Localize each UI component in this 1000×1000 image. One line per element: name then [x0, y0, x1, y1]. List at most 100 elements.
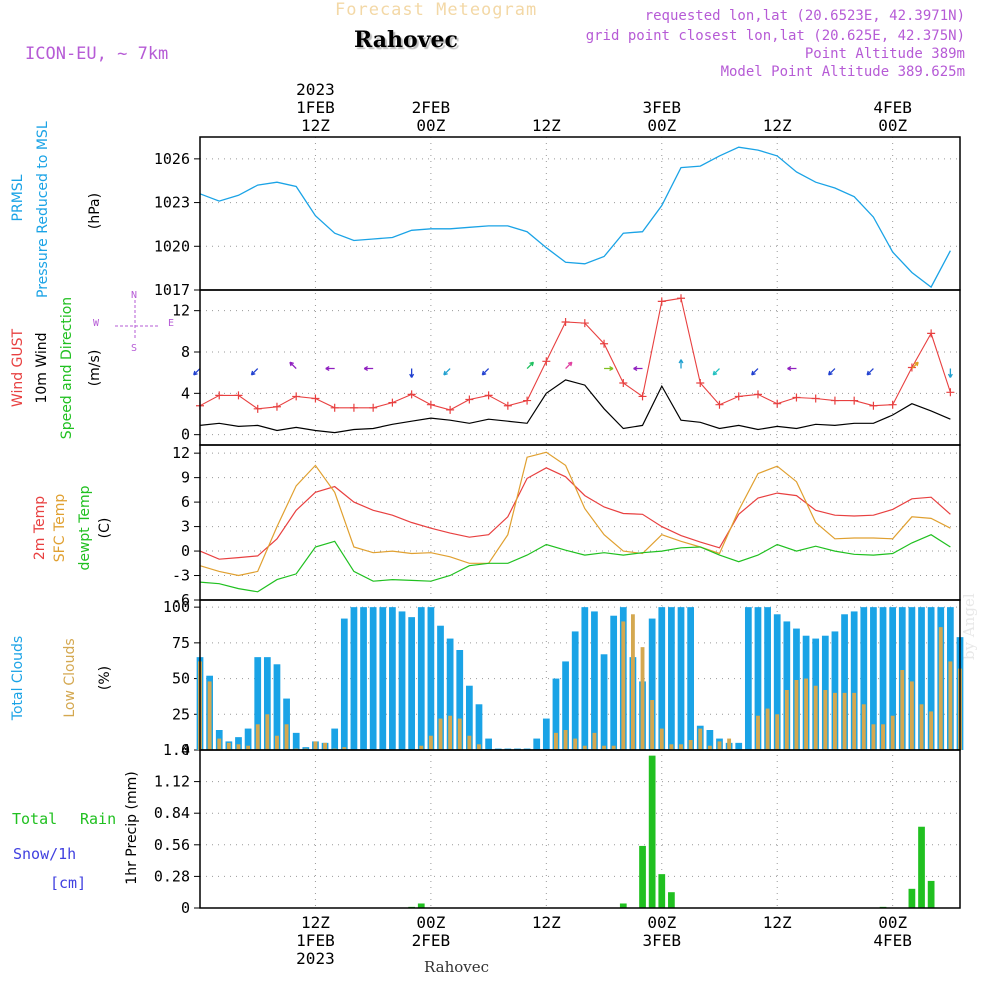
- y-tick-label: 4: [181, 384, 190, 402]
- gust-marker: [253, 404, 262, 413]
- low-cloud-bar: [592, 732, 597, 750]
- gust-marker: [465, 395, 474, 404]
- y-tick-label: 6: [181, 493, 190, 511]
- total-cloud-bar: [475, 704, 483, 750]
- y-tick-label: 0.28: [154, 867, 190, 885]
- wind-direction-arrow: [633, 366, 643, 372]
- total-cloud-bar: [706, 730, 714, 750]
- y-tick-label: 0.56: [154, 836, 190, 854]
- total-cloud-bar: [610, 615, 618, 750]
- top-time-label: 1FEB: [296, 98, 335, 117]
- y-tick-label: 75: [172, 634, 190, 652]
- low-cloud-bar: [842, 692, 847, 750]
- requested-coordinates: requested lon,lat (20.6523E, 42.3971N): [644, 8, 965, 24]
- grid-point-coordinates: grid point closest lon,lat (20.625E, 42.…: [585, 28, 965, 44]
- wind-direction-arrow: [443, 368, 451, 376]
- low-cloud-bar: [457, 718, 462, 750]
- total-cloud-bar: [764, 607, 771, 750]
- total-cloud-bar: [581, 607, 589, 750]
- low-cloud-bar: [852, 692, 857, 750]
- gust-marker: [888, 400, 897, 409]
- low-cloud-bar: [919, 704, 924, 750]
- low-cloud-bar: [323, 742, 327, 750]
- total-cloud-bar: [466, 685, 473, 750]
- y-tick-label: 0: [181, 426, 190, 444]
- rain-bar: [918, 826, 925, 908]
- y-tick-label: 100: [163, 598, 190, 616]
- low-cloud-bar: [707, 745, 712, 750]
- low-cloud-bar: [236, 744, 241, 750]
- total-cloud-bar: [841, 614, 848, 750]
- low-cloud-bar: [438, 718, 443, 750]
- gust-marker: [811, 394, 820, 403]
- bottom-time-label: 4FEB: [873, 931, 912, 950]
- top-time-label: 00Z: [878, 116, 907, 135]
- total-cloud-bar: [485, 738, 492, 750]
- total-cloud-bar: [350, 607, 358, 750]
- total-cloud-bar: [677, 607, 685, 750]
- total-cloud-bar: [331, 728, 339, 750]
- dewpoint-line: [199, 534, 951, 593]
- gust-marker: [946, 388, 955, 397]
- total-cloud-bar: [744, 607, 752, 750]
- gust-marker: [773, 399, 782, 408]
- y-tick-label: 0: [181, 741, 190, 759]
- gust-marker: [369, 403, 378, 412]
- y-tick-label: 3: [181, 518, 190, 536]
- low-cloud-bar: [611, 745, 616, 750]
- low-cloud-bar: [871, 724, 876, 750]
- total-cloud-bar: [927, 607, 935, 750]
- total-cloud-bar: [600, 654, 608, 750]
- rain-total-label: Total: [12, 810, 58, 828]
- y-tick-label: 0.84: [154, 804, 190, 822]
- bottom-time-label: 00Z: [416, 913, 445, 932]
- bottom-time-label: 2023: [296, 949, 335, 968]
- gust-marker: [715, 400, 724, 409]
- gust-marker: [657, 297, 666, 306]
- top-time-label: 00Z: [416, 116, 445, 135]
- y-tick-label: -3: [172, 567, 190, 585]
- rain-bar: [668, 892, 675, 908]
- total-cloud-bar: [408, 617, 416, 750]
- low-cloud-bar: [669, 744, 674, 750]
- total-cloud-bar: [273, 664, 281, 750]
- top-time-label: 2FEB: [412, 98, 451, 117]
- total-cloud-bar: [773, 614, 781, 750]
- t2m-line: [199, 467, 951, 560]
- gust-marker: [215, 391, 224, 400]
- compass-cross: [115, 300, 160, 340]
- wind-direction-arrow: [193, 368, 201, 376]
- low-cloud-bar: [717, 741, 722, 750]
- panel-frame: [199, 289, 961, 446]
- low-cloud-bar: [890, 715, 895, 750]
- wind-direction-arrow: [526, 361, 535, 369]
- low-cloud-bar: [602, 745, 606, 750]
- pressure-line: [199, 146, 951, 289]
- rain-bar: [417, 903, 425, 908]
- total-cloud-bar: [552, 678, 560, 750]
- rain-bar: [619, 903, 627, 908]
- top-time-label: 12Z: [301, 116, 330, 135]
- gust-marker: [638, 392, 647, 401]
- snow-label: Snow/1h: [13, 845, 77, 863]
- total-cloud-bar: [389, 607, 396, 750]
- gust-marker: [349, 403, 358, 412]
- wind-direction-arrow: [911, 361, 919, 369]
- low-cloud-bar: [698, 728, 703, 750]
- total-cloud-bar: [668, 607, 675, 750]
- total-cloud-bar: [735, 742, 743, 750]
- total-cloud-bar: [754, 607, 762, 750]
- total-cloud-bar: [860, 607, 868, 750]
- gust-marker: [753, 390, 762, 399]
- compass-n: N: [131, 290, 138, 301]
- total-cloud-bar: [542, 718, 550, 750]
- low-cloud-bar: [621, 621, 626, 750]
- panel-frame: [199, 444, 961, 601]
- y-tick-label: 9: [181, 469, 190, 487]
- total-cloud-bar: [889, 607, 897, 750]
- total-cloud-bar: [427, 607, 435, 750]
- top-time-label: 12Z: [763, 116, 792, 135]
- low-cloud-bar: [784, 690, 789, 750]
- gust-marker: [580, 319, 589, 328]
